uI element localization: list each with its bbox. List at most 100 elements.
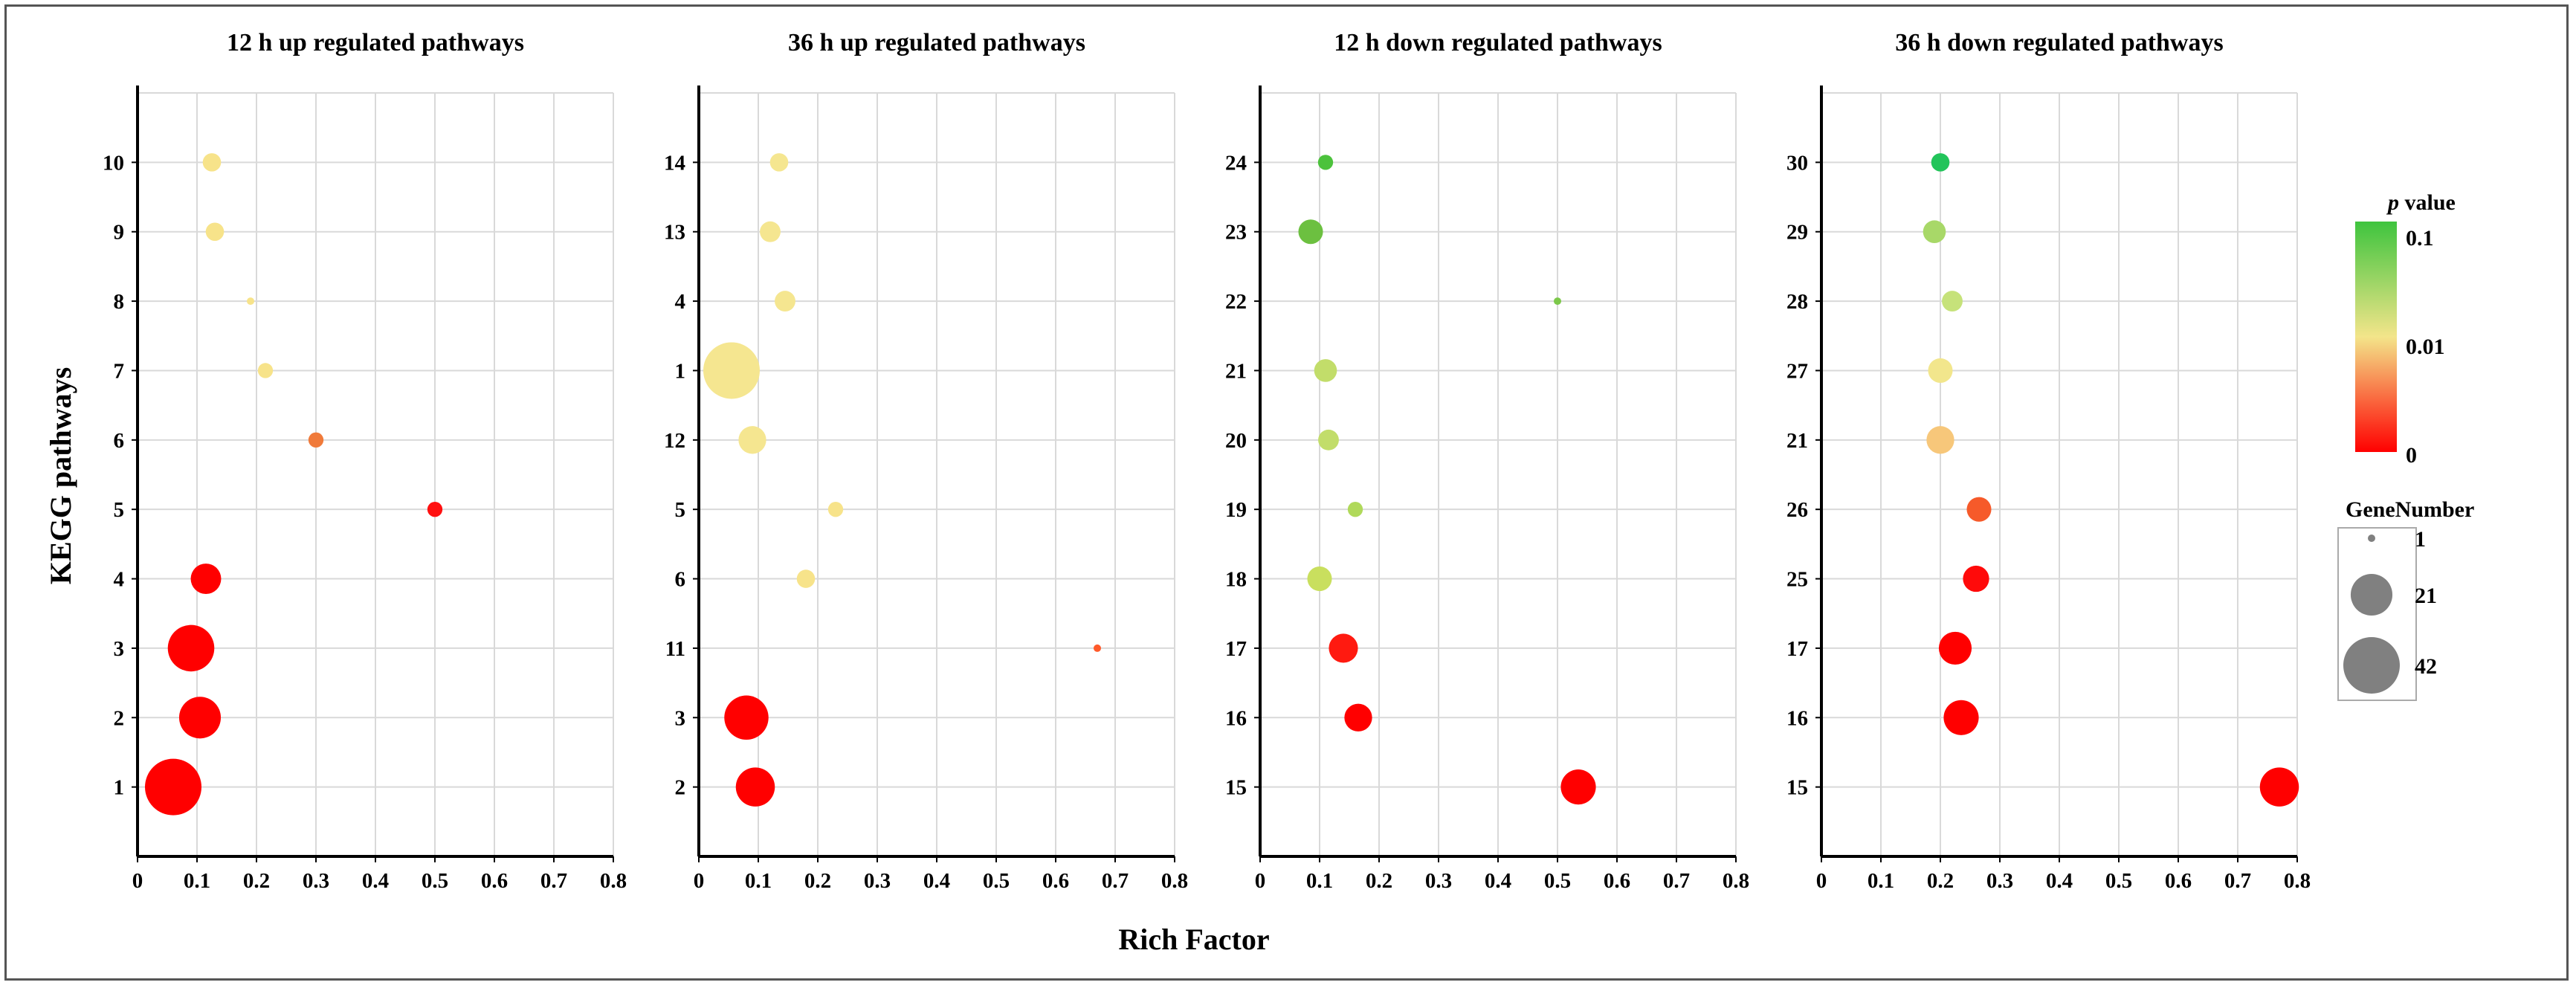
bubble-pathway-8 bbox=[247, 297, 254, 306]
bubble-pathway-5 bbox=[827, 502, 844, 517]
gene-number-legend-label: 21 bbox=[2415, 584, 2437, 608]
y-tick-label: 21 bbox=[1225, 359, 1247, 383]
bubble-pathway-1 bbox=[145, 758, 201, 816]
bubble-pathway-13 bbox=[760, 221, 781, 242]
p-value-colorbar bbox=[2355, 222, 2397, 452]
x-tick-label: 0.5 bbox=[2105, 869, 2132, 893]
x-tick-label: 0.6 bbox=[481, 869, 508, 893]
y-tick-label: 19 bbox=[1225, 498, 1247, 522]
y-tick-label: 8 bbox=[114, 290, 125, 314]
y-tick-label: 23 bbox=[1225, 221, 1247, 245]
bubble-pathway-2 bbox=[735, 767, 775, 807]
y-tick-label: 12 bbox=[664, 429, 685, 453]
bubble-pathway-14 bbox=[769, 153, 789, 172]
x-tick-label: 0.3 bbox=[303, 869, 329, 893]
x-tick-label: 0.8 bbox=[2284, 869, 2311, 893]
bubble-pathway-16 bbox=[1344, 703, 1372, 732]
bubble-pathway-20 bbox=[1318, 429, 1339, 451]
y-tick-label: 17 bbox=[1225, 637, 1247, 661]
bubble-pathway-10 bbox=[202, 153, 222, 172]
bubble-pathway-12 bbox=[738, 426, 766, 454]
bubble-pathway-7 bbox=[257, 363, 274, 378]
x-tick-label: 0.8 bbox=[600, 869, 627, 893]
y-tick-label: 21 bbox=[1786, 429, 1808, 453]
x-tick-label: 0.5 bbox=[983, 869, 1010, 893]
y-tick-label: 14 bbox=[664, 151, 685, 175]
bubble-pathway-17 bbox=[1329, 633, 1358, 663]
p-value-legend-title: p value bbox=[2386, 190, 2456, 215]
bubble-pathway-5 bbox=[427, 502, 443, 517]
x-tick-label: 0.7 bbox=[1102, 869, 1129, 893]
panel-2: 36 h up regulated pathways 0 0.1 0.2 0.3 0.4 0… bbox=[664, 29, 1188, 893]
panel-title: 12 h up regulated pathways bbox=[227, 29, 524, 56]
x-tick-label: 0.4 bbox=[362, 869, 389, 893]
x-tick-label: 0.1 bbox=[745, 869, 772, 893]
x-tick-label: 0.6 bbox=[1042, 869, 1069, 893]
panel-title: 12 h down regulated pathways bbox=[1334, 29, 1662, 56]
bubble-pathway-22 bbox=[1554, 297, 1561, 306]
y-tick-label: 3 bbox=[114, 637, 125, 661]
x-tick-label: 0 bbox=[1816, 869, 1827, 893]
bubble-pathway-23 bbox=[1298, 219, 1323, 245]
y-tick-label: 2 bbox=[114, 706, 125, 730]
gene-number-legend-label: 1 bbox=[2415, 527, 2426, 552]
y-tick-label: 27 bbox=[1786, 359, 1808, 383]
p-value-legend-label: 0.01 bbox=[2406, 335, 2445, 359]
y-tick-label: 6 bbox=[675, 568, 686, 592]
y-axis-label: KEGG pathways bbox=[44, 367, 77, 584]
p-value-legend-label: 0.1 bbox=[2406, 226, 2434, 251]
bubble-pathway-2 bbox=[178, 697, 222, 739]
gene-number-legend-box bbox=[2337, 527, 2417, 701]
x-tick-label: 0.2 bbox=[243, 869, 270, 893]
bubble-pathway-28 bbox=[1942, 291, 1963, 312]
bubble-pathway-21 bbox=[1314, 359, 1337, 382]
bubble-pathway-1 bbox=[703, 342, 760, 399]
y-tick-label: 2 bbox=[675, 776, 686, 800]
y-tick-label: 20 bbox=[1225, 429, 1247, 453]
y-tick-label: 28 bbox=[1786, 290, 1808, 314]
x-tick-label: 0.1 bbox=[1868, 869, 1894, 893]
y-tick-label: 5 bbox=[114, 498, 125, 522]
x-tick-label: 0 bbox=[1255, 869, 1266, 893]
gene-number-legend-label: 42 bbox=[2415, 654, 2437, 679]
panel-3: 12 h down regulated pathways 0 0.1 0.2 0.3 0.… bbox=[1225, 29, 1749, 893]
x-tick-label: 0.5 bbox=[1544, 869, 1571, 893]
x-tick-label: 0.2 bbox=[804, 869, 831, 893]
y-tick-label: 11 bbox=[665, 637, 685, 661]
gene-number-legend-title: GeneNumber bbox=[2346, 497, 2474, 522]
x-tick-label: 0.3 bbox=[1425, 869, 1452, 893]
y-tick-label: 4 bbox=[114, 568, 125, 592]
y-tick-label: 3 bbox=[675, 706, 686, 730]
y-tick-label: 16 bbox=[1786, 706, 1808, 730]
bubble-pathway-24 bbox=[1317, 155, 1334, 170]
y-tick-label: 1 bbox=[114, 776, 125, 800]
x-tick-label: 0.8 bbox=[1723, 869, 1749, 893]
gene-number-legend-bubble bbox=[2343, 637, 2400, 694]
y-tick-label: 22 bbox=[1225, 290, 1247, 314]
x-tick-label: 0.3 bbox=[1986, 869, 2013, 893]
bubble-pathway-16 bbox=[1943, 700, 1979, 735]
y-tick-label: 16 bbox=[1225, 706, 1247, 730]
x-tick-label: 0 bbox=[694, 869, 705, 893]
panel-title: 36 h down regulated pathways bbox=[1895, 29, 2223, 56]
bubble-pathway-4 bbox=[775, 291, 795, 312]
y-tick-label: 15 bbox=[1786, 776, 1808, 800]
y-tick-label: 6 bbox=[114, 429, 125, 453]
bubble-pathway-3 bbox=[167, 624, 215, 672]
gene-number-legend-bubble bbox=[2350, 573, 2393, 616]
x-tick-label: 0.7 bbox=[540, 869, 567, 893]
x-tick-label: 0 bbox=[132, 869, 143, 893]
bubble-pathway-11 bbox=[1094, 644, 1101, 652]
gene-number-legend-bubble bbox=[2368, 535, 2375, 542]
bubble-pathway-18 bbox=[1307, 566, 1332, 592]
y-tick-label: 24 bbox=[1225, 151, 1247, 175]
y-tick-label: 15 bbox=[1225, 776, 1247, 800]
bubble-pathway-6 bbox=[308, 432, 324, 448]
x-tick-label: 0.2 bbox=[1927, 869, 1954, 893]
bubble-pathway-4 bbox=[190, 564, 222, 595]
y-tick-label: 18 bbox=[1225, 568, 1247, 592]
bubble-pathway-15 bbox=[2259, 767, 2299, 807]
y-tick-label: 13 bbox=[664, 221, 685, 245]
panel-1: 12 h up regulated pathways 0 0.1 0.2 0.3 0.4 0… bbox=[103, 29, 627, 893]
x-tick-label: 0.7 bbox=[1663, 869, 1690, 893]
